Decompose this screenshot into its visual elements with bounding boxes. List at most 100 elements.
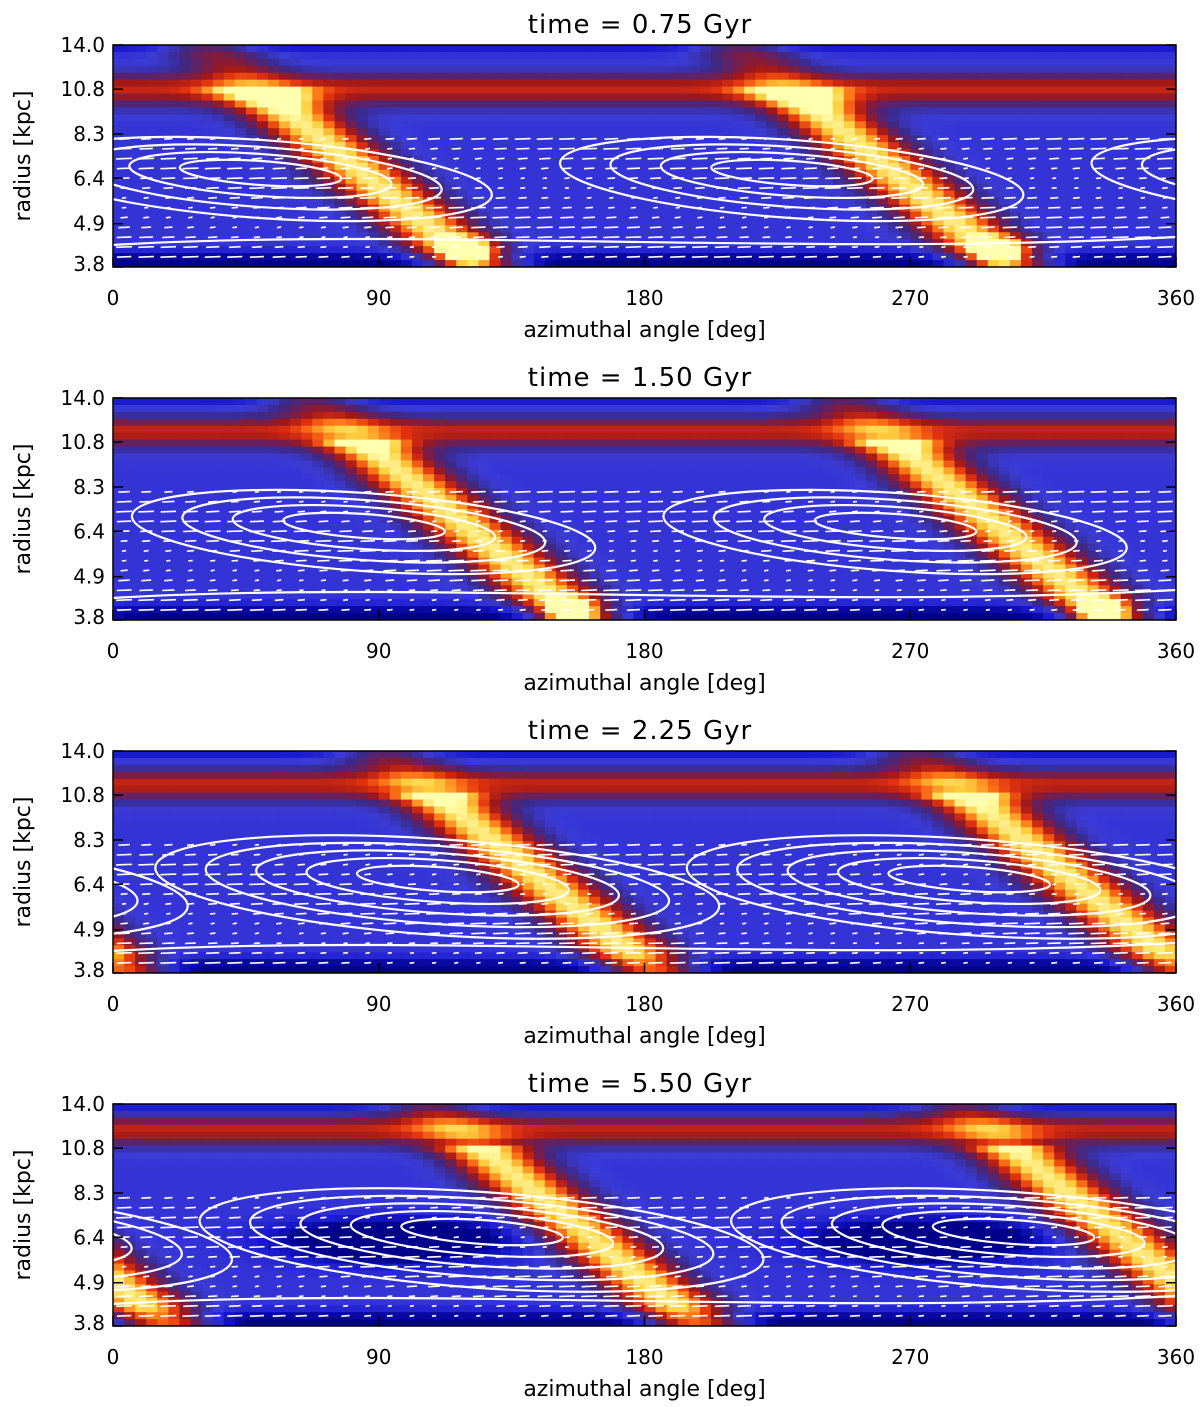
heatmap-cell bbox=[234, 162, 247, 171]
heatmap-cell bbox=[445, 176, 457, 185]
heatmap-cell bbox=[500, 100, 513, 109]
heatmap-cell bbox=[1164, 100, 1176, 109]
velocity-vector bbox=[918, 167, 925, 170]
heatmap-cell bbox=[932, 197, 945, 206]
heatmap-cell bbox=[544, 232, 557, 240]
heatmap-cell bbox=[710, 58, 723, 67]
velocity-vector bbox=[249, 167, 265, 170]
velocity-vector bbox=[961, 236, 970, 239]
heatmap-cell bbox=[1076, 114, 1089, 122]
heatmap-cell bbox=[1065, 100, 1077, 109]
heatmap-cell bbox=[688, 404, 701, 413]
heatmap-cell bbox=[522, 72, 535, 81]
heatmap-cell bbox=[1076, 58, 1089, 67]
heatmap-cell bbox=[766, 446, 778, 455]
heatmap-cell bbox=[400, 225, 413, 233]
heatmap-cell bbox=[710, 135, 723, 143]
heatmap-cell bbox=[135, 58, 147, 67]
heatmap-cell bbox=[655, 45, 668, 53]
heatmap-cell bbox=[400, 197, 413, 206]
velocity-vector bbox=[163, 186, 174, 190]
velocity-vector bbox=[472, 236, 484, 239]
heatmap-cell bbox=[201, 114, 214, 122]
heatmap-cell bbox=[954, 411, 967, 420]
heatmap-cell bbox=[113, 169, 125, 178]
heatmap-cell bbox=[1109, 100, 1122, 109]
heatmap-cell bbox=[788, 260, 801, 267]
heatmap-cell bbox=[843, 439, 856, 448]
heatmap-cell bbox=[622, 169, 635, 178]
heatmap-cell bbox=[201, 439, 214, 448]
heatmap-cell bbox=[223, 418, 236, 427]
heatmap-cell bbox=[1043, 100, 1055, 109]
heatmap-cell bbox=[1153, 51, 1166, 60]
heatmap-cell bbox=[555, 232, 568, 240]
heatmap-cell bbox=[179, 128, 192, 136]
heatmap-cell bbox=[1020, 418, 1033, 427]
heatmap-cell bbox=[256, 425, 269, 434]
heatmap-cell bbox=[600, 260, 612, 267]
heatmap-cell bbox=[179, 169, 192, 178]
heatmap-cell bbox=[755, 86, 767, 95]
heatmap-cell bbox=[467, 65, 479, 74]
velocity-vector bbox=[670, 147, 685, 150]
heatmap-cell bbox=[522, 107, 535, 115]
heatmap-cell bbox=[467, 481, 479, 489]
velocity-vector bbox=[626, 167, 641, 170]
heatmap-cell bbox=[1065, 404, 1077, 413]
velocity-vector bbox=[603, 236, 620, 239]
heatmap-cell bbox=[688, 107, 701, 115]
heatmap-cell bbox=[865, 398, 878, 406]
heatmap-cell bbox=[1054, 398, 1066, 406]
heatmap-cell bbox=[854, 253, 867, 261]
heatmap-cell bbox=[821, 197, 834, 206]
heatmap-cell bbox=[256, 225, 269, 233]
heatmap-cell bbox=[555, 93, 568, 102]
heatmap-cell bbox=[1109, 411, 1122, 420]
heatmap-cell bbox=[611, 404, 623, 413]
heatmap-cell bbox=[1109, 128, 1122, 136]
heatmap-cell bbox=[544, 86, 557, 95]
heatmap-cell bbox=[688, 162, 701, 171]
velocity-vector bbox=[227, 186, 242, 190]
heatmap-cell bbox=[788, 190, 801, 199]
heatmap-cell bbox=[378, 246, 391, 254]
heatmap-cell bbox=[1142, 79, 1155, 88]
heatmap-cell bbox=[688, 446, 701, 455]
heatmap-cell bbox=[389, 79, 402, 88]
heatmap-cell bbox=[157, 162, 169, 171]
heatmap-cell bbox=[832, 79, 845, 88]
heatmap-cell bbox=[932, 135, 945, 143]
heatmap-cell bbox=[555, 404, 568, 413]
heatmap-cell bbox=[500, 93, 513, 102]
heatmap-cell bbox=[212, 411, 225, 420]
heatmap-cell bbox=[932, 72, 945, 81]
heatmap-cell bbox=[290, 149, 302, 157]
heatmap-cell bbox=[655, 460, 668, 468]
heatmap-cell bbox=[998, 100, 1011, 109]
heatmap-cell bbox=[113, 398, 125, 406]
heatmap-cell bbox=[987, 404, 1000, 413]
heatmap-cell bbox=[157, 418, 169, 427]
velocity-vector bbox=[542, 177, 548, 180]
heatmap-cell bbox=[865, 197, 878, 206]
heatmap-cell bbox=[888, 232, 900, 240]
heatmap-cell bbox=[1153, 79, 1166, 88]
heatmap-cell bbox=[124, 411, 136, 420]
heatmap-cell bbox=[865, 169, 878, 178]
heatmap-cell bbox=[555, 225, 568, 233]
heatmap-cell bbox=[788, 176, 801, 185]
contour-line bbox=[128, 151, 393, 199]
heatmap-cell bbox=[633, 121, 646, 129]
velocity-vector bbox=[893, 216, 905, 219]
heatmap-cell bbox=[489, 79, 502, 88]
heatmap-cell bbox=[832, 51, 845, 60]
heatmap-cell bbox=[1164, 183, 1176, 192]
heatmap-cell bbox=[500, 404, 513, 413]
heatmap-cell bbox=[400, 481, 413, 489]
heatmap-cell bbox=[544, 432, 557, 441]
heatmap-cell bbox=[157, 446, 169, 455]
heatmap-cell bbox=[810, 100, 823, 109]
heatmap-cell bbox=[976, 65, 989, 74]
heatmap-cell bbox=[190, 142, 203, 150]
